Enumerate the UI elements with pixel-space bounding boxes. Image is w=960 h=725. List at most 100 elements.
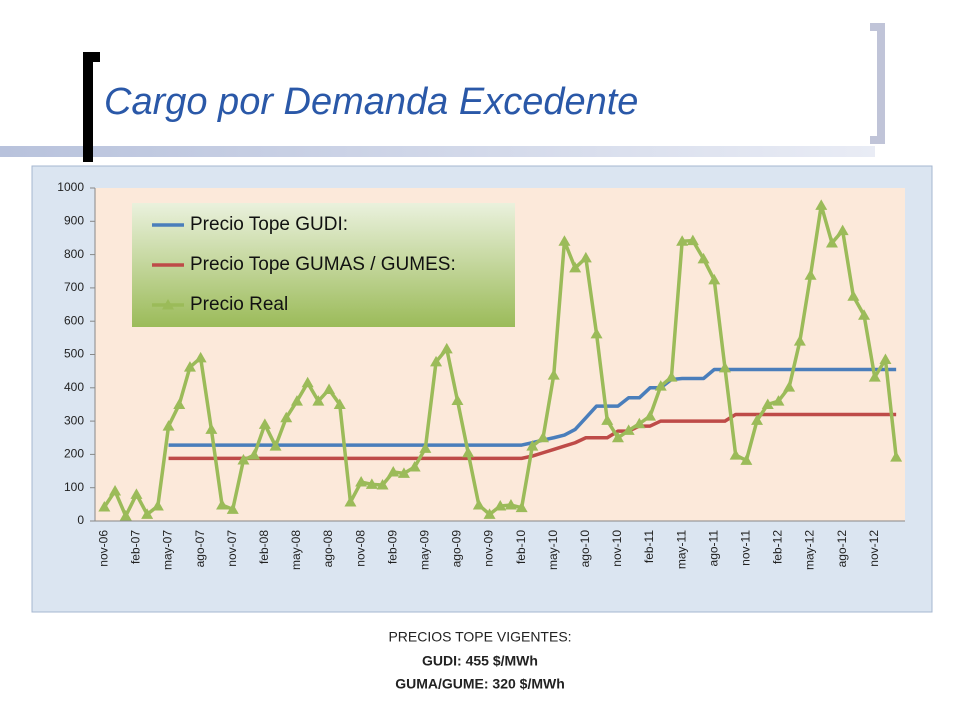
x-tick-label: may-08 [289,530,303,570]
marker [740,454,753,465]
marker [162,420,175,431]
marker [729,449,742,460]
marker [387,466,400,477]
slide-title: Cargo por Demanda Excedente [104,81,638,123]
marker [590,327,603,339]
marker [890,451,903,462]
y-tick-label: 300 [64,413,84,427]
x-tick-label: feb-12 [771,530,785,564]
marker [462,446,475,458]
marker [355,476,368,487]
marker [141,508,154,519]
marker [633,417,646,429]
marker [173,398,186,409]
marker [344,496,357,507]
marker [665,371,678,382]
marker [419,442,432,453]
marker [676,235,689,246]
marker [183,361,196,372]
x-tick-label: feb-07 [129,530,143,564]
marker [654,380,667,391]
legend-label: Precio Tope GUMAS / GUMES: [190,254,456,275]
marker [430,355,443,367]
y-tick-label: 900 [64,213,84,227]
marker [280,411,293,423]
marker [515,501,528,513]
marker [804,269,817,280]
x-tick-label: ago-10 [578,530,592,568]
marker [858,309,871,320]
marker [109,485,122,496]
marker [547,369,560,380]
marker [494,500,507,511]
x-tick-label: ago-08 [321,530,335,568]
marker [793,335,806,346]
marker [301,376,314,388]
marker [504,499,517,510]
marker [194,351,207,363]
marker [601,414,614,425]
marker [579,251,592,263]
y-tick-label: 100 [64,480,84,494]
marker [258,418,271,429]
x-tick-label: feb-11 [642,530,656,563]
legend-marker [162,299,174,310]
marker [333,398,346,409]
marker [483,508,496,519]
y-tick-label: 600 [64,313,84,327]
marker [248,449,261,460]
x-tick-label: nov-09 [482,530,496,567]
x-tick-label: nov-07 [225,530,239,567]
marker [472,499,485,510]
marker [130,488,143,499]
marker [397,467,410,478]
marker [825,236,838,248]
marker [718,361,731,373]
bracket [83,52,100,162]
title-bar [0,146,875,157]
y-tick-label: 500 [64,347,84,361]
marker [772,395,785,406]
marker [761,398,774,409]
y-tick-label: 700 [64,280,84,294]
x-tick-label: may-11 [674,530,688,569]
marker [569,261,582,273]
marker [440,342,453,354]
marker [226,503,239,514]
marker [526,440,539,451]
x-tick-label: feb-08 [257,530,271,564]
legend-label: Precio Real [190,294,288,315]
marker [622,424,635,435]
marker [237,454,250,465]
marker [151,500,164,511]
marker [868,371,881,382]
marker [815,199,828,210]
marker [119,510,132,521]
x-tick-label: nov-06 [97,530,111,567]
marker [783,381,796,392]
marker [312,395,325,406]
marker [644,410,657,421]
marker [537,431,550,443]
x-tick-label: ago-12 [835,530,849,568]
x-tick-label: nov-12 [867,530,881,567]
x-tick-label: may-10 [546,530,560,570]
y-tick-label: 1000 [57,180,84,194]
bracket [870,23,885,144]
x-tick-label: ago-07 [193,530,207,568]
x-tick-label: may-09 [418,530,432,570]
y-tick-label: 200 [64,447,84,461]
y-tick-label: 400 [64,380,84,394]
marker [290,395,303,406]
marker [751,414,764,425]
marker [836,224,849,236]
x-tick-label: may-12 [803,530,817,570]
x-tick-label: feb-10 [514,530,528,564]
footer-line: PRECIOS TOPE VIGENTES: [388,629,571,645]
marker [408,461,421,472]
marker [365,478,378,489]
legend-box [132,203,515,327]
x-tick-label: feb-09 [385,530,399,564]
marker [269,440,282,451]
